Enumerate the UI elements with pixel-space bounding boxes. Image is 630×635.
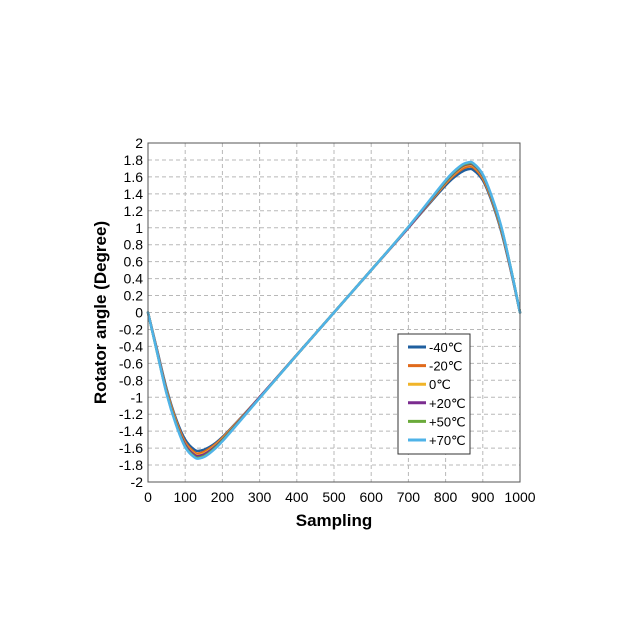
y-tick-label: -1.4 [119,423,143,439]
y-tick-label: 1.6 [124,169,144,185]
x-tick-label: 400 [285,489,309,505]
x-tick-label: 300 [248,489,272,505]
y-tick-label: -0.2 [119,321,143,337]
y-tick-label: 0.4 [124,271,144,287]
y-tick-label: 0.8 [124,237,144,253]
x-tick-label: 200 [211,489,235,505]
y-tick-label: -1 [131,389,144,405]
x-tick-label: 700 [397,489,421,505]
x-tick-label: 600 [360,489,384,505]
y-tick-label: 0.6 [124,254,144,270]
legend-label: +50℃ [429,414,466,429]
legend-label: -40℃ [429,340,462,355]
y-tick-label: 1 [135,220,143,236]
y-tick-label: -0.4 [119,338,143,354]
y-tick-label: -2 [131,474,144,490]
legend-box [397,333,471,455]
y-tick-label: -1.6 [119,440,143,456]
y-tick-label: 0.2 [124,288,144,304]
x-axis-title: Sampling [296,511,373,530]
x-tick-label: 900 [471,489,495,505]
x-tick-label: 500 [322,489,346,505]
legend-label: +70℃ [429,433,466,448]
plot-area-frame [147,142,521,483]
series-line-5 [146,160,522,460]
y-tick-label: -0.8 [119,372,143,388]
y-tick-label: -1.8 [119,457,143,473]
y-tick-label: 2 [135,135,143,151]
axis-tick-labels: 0 100 200 300 400 500 600 700 800 900 100021.81.61… [119,135,536,505]
y-tick-label: 1.8 [124,152,144,168]
series-lines [146,160,522,460]
y-tick-label: 1.2 [124,203,144,219]
x-tick-label: 1000 [504,489,535,505]
legend-label: -20℃ [429,359,462,374]
x-tick-label: 800 [434,489,458,505]
y-tick-label: 0 [135,305,143,321]
legend-label: 0℃ [429,377,451,392]
y-axis-title: Rotator angle (Degree) [91,221,110,404]
y-tick-label: -0.6 [119,355,143,371]
legend: -40℃ -20℃ 0℃ +20℃ +50℃ +70℃ [397,333,471,455]
y-tick-label: 1.4 [124,186,144,202]
legend-label: +20℃ [429,396,466,411]
x-tick-label: 100 [174,489,198,505]
y-tick-label: -1.2 [119,406,143,422]
x-tick-label: 0 [144,489,152,505]
